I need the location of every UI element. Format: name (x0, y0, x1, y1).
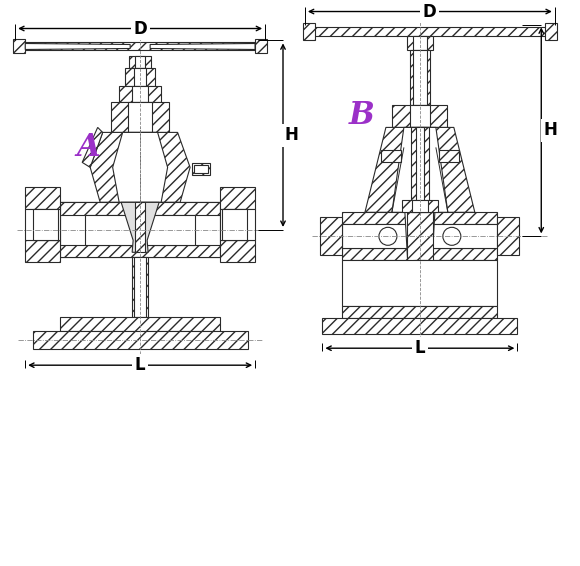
Polygon shape (26, 44, 130, 49)
Bar (26, 241, 60, 262)
Bar (13, 40, 26, 53)
Polygon shape (405, 212, 435, 320)
Polygon shape (365, 127, 475, 212)
Bar (135, 202, 145, 252)
Text: L: L (135, 356, 146, 374)
Bar (60, 202, 220, 258)
Bar (220, 187, 255, 209)
Text: D: D (423, 2, 437, 20)
Polygon shape (150, 44, 255, 49)
Polygon shape (90, 132, 190, 202)
Bar (255, 40, 267, 53)
Bar (220, 209, 255, 241)
Bar (342, 224, 497, 248)
Bar (132, 258, 148, 317)
Bar (407, 36, 433, 50)
Bar (134, 68, 146, 87)
Bar (342, 212, 497, 224)
Bar (132, 87, 148, 102)
Bar (497, 217, 519, 255)
Bar (412, 200, 428, 212)
Bar (393, 105, 447, 127)
Bar (194, 165, 208, 173)
Bar (222, 209, 247, 241)
Bar (410, 50, 430, 105)
Bar (342, 248, 497, 260)
Polygon shape (82, 127, 103, 168)
Bar (135, 57, 145, 68)
Bar (119, 87, 161, 102)
Bar (128, 102, 152, 132)
Bar (411, 127, 429, 212)
Text: H: H (284, 126, 298, 144)
Bar (545, 23, 557, 41)
Text: A: A (77, 132, 100, 163)
Circle shape (411, 305, 429, 322)
Bar (322, 318, 517, 334)
Bar (305, 27, 554, 36)
Bar (60, 245, 220, 258)
Bar (321, 217, 342, 255)
Bar (415, 260, 425, 320)
Circle shape (443, 228, 461, 245)
Bar (413, 260, 427, 320)
Polygon shape (113, 132, 168, 202)
Bar (439, 151, 459, 162)
Bar (413, 36, 427, 50)
Bar (416, 127, 424, 212)
Bar (134, 258, 146, 317)
Bar (303, 23, 315, 41)
Bar (192, 164, 210, 175)
Bar (342, 306, 497, 318)
Bar (407, 212, 433, 318)
Polygon shape (121, 202, 159, 252)
Bar (85, 215, 195, 245)
Text: H: H (543, 122, 557, 139)
Polygon shape (392, 127, 448, 212)
Bar (342, 260, 497, 306)
Text: B: B (349, 100, 375, 131)
Bar (381, 151, 401, 162)
Bar (26, 209, 60, 241)
Bar (125, 68, 155, 87)
Text: L: L (415, 339, 425, 357)
Bar (402, 200, 438, 212)
Bar (129, 57, 151, 68)
Bar (413, 50, 427, 105)
Bar (60, 317, 220, 331)
Bar (60, 202, 220, 215)
Bar (220, 241, 255, 262)
Bar (410, 105, 430, 127)
Text: D: D (133, 19, 147, 37)
Bar (15, 42, 265, 50)
Bar (32, 331, 248, 349)
Circle shape (379, 228, 397, 245)
Bar (60, 202, 220, 215)
Bar (33, 209, 58, 241)
Bar (111, 102, 169, 132)
Bar (26, 187, 60, 209)
